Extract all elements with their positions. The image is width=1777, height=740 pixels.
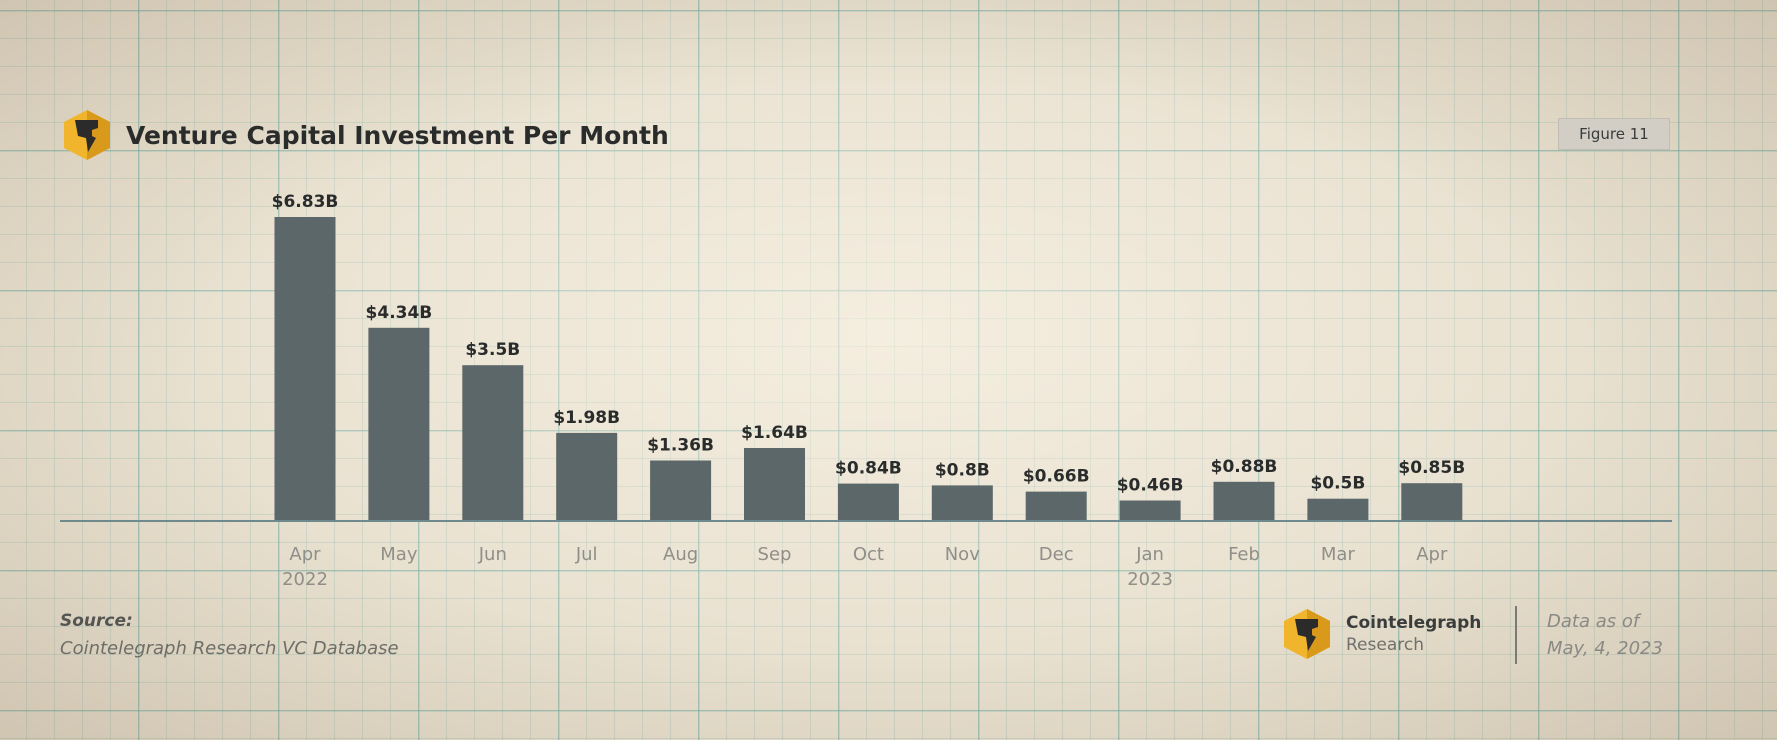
value-label-12: $0.85B [1398,458,1465,478]
bar-12 [1401,483,1463,521]
footer-divider [1515,606,1517,664]
bar-1 [368,327,430,521]
x-tick-label-7: Nov [945,544,980,565]
bar-11 [1307,498,1369,521]
brand-sub: Research [1346,635,1424,655]
data-as-of-line1: Data as of [1547,611,1640,632]
value-label-6: $0.84B [835,459,902,479]
value-label-5: $1.64B [741,423,808,443]
data-as-of-line2: May, 4, 2023 [1547,638,1663,659]
bar-9 [1119,500,1181,521]
bar-0 [274,217,336,521]
value-label-8: $0.66B [1023,467,1090,487]
brand-block: Cointelegraph Research [1282,606,1481,662]
x-tick-label-0: Apr [289,544,321,565]
bar-3 [556,432,618,521]
bar-7 [931,485,993,521]
x-tick-label-11: Mar [1321,544,1356,565]
bar-4 [650,460,712,521]
cointelegraph-logo-icon [1284,609,1330,659]
x-tick-label-6: Oct [853,544,884,565]
x-year-label-9: 2023 [1127,569,1173,590]
x-tick-label-3: Jul [575,544,598,565]
x-tick-label-9: Jan [1135,544,1164,565]
value-label-11: $0.5B [1310,474,1365,494]
bar-5 [744,448,805,521]
value-label-1: $4.34B [366,303,433,323]
source-text: Cointelegraph Research VC Database [60,638,399,659]
bar-chart: $6.83B Apr 2022 $4.34B May $3.5B Jun $1.98B Jul $… [60,192,1672,590]
value-label-4: $1.36B [647,436,714,456]
x-year-label-0: 2022 [282,569,328,590]
x-tick-label-5: Sep [758,544,792,565]
bar-10 [1213,481,1275,521]
value-label-10: $0.88B [1211,457,1278,477]
x-tick-label-10: Feb [1228,544,1260,565]
brand-text: Cointelegraph Research [1346,612,1481,656]
data-as-of: Data as of May, 4, 2023 [1547,608,1663,662]
figure-badge: Figure 11 [1558,118,1670,150]
x-tick-label-1: May [380,544,418,565]
brand-name: Cointelegraph [1346,613,1482,633]
value-label-9: $0.46B [1117,476,1184,496]
value-label-7: $0.8B [935,460,990,480]
value-label-3: $1.98B [553,408,620,428]
source-block: Source: Cointelegraph Research VC Databa… [60,608,399,662]
chart-title: Venture Capital Investment Per Month [126,120,669,150]
x-tick-label-2: Jun [478,544,507,565]
bar-8 [1025,491,1087,521]
x-tick-label-8: Dec [1039,544,1074,565]
x-tick-label-4: Aug [663,544,698,565]
title-row: Venture Capital Investment Per Month [62,108,669,162]
value-label-2: $3.5B [465,340,520,360]
bar-2 [462,365,524,521]
source-title: Source: [60,611,133,631]
cointelegraph-logo-icon [64,110,110,160]
bars-layer: $6.83B Apr 2022 $4.34B May $3.5B Jun $1.98B Jul $… [272,192,1466,590]
x-tick-label-12: Apr [1416,544,1448,565]
bar-6 [837,483,899,521]
value-label-0: $6.83B [272,192,339,212]
